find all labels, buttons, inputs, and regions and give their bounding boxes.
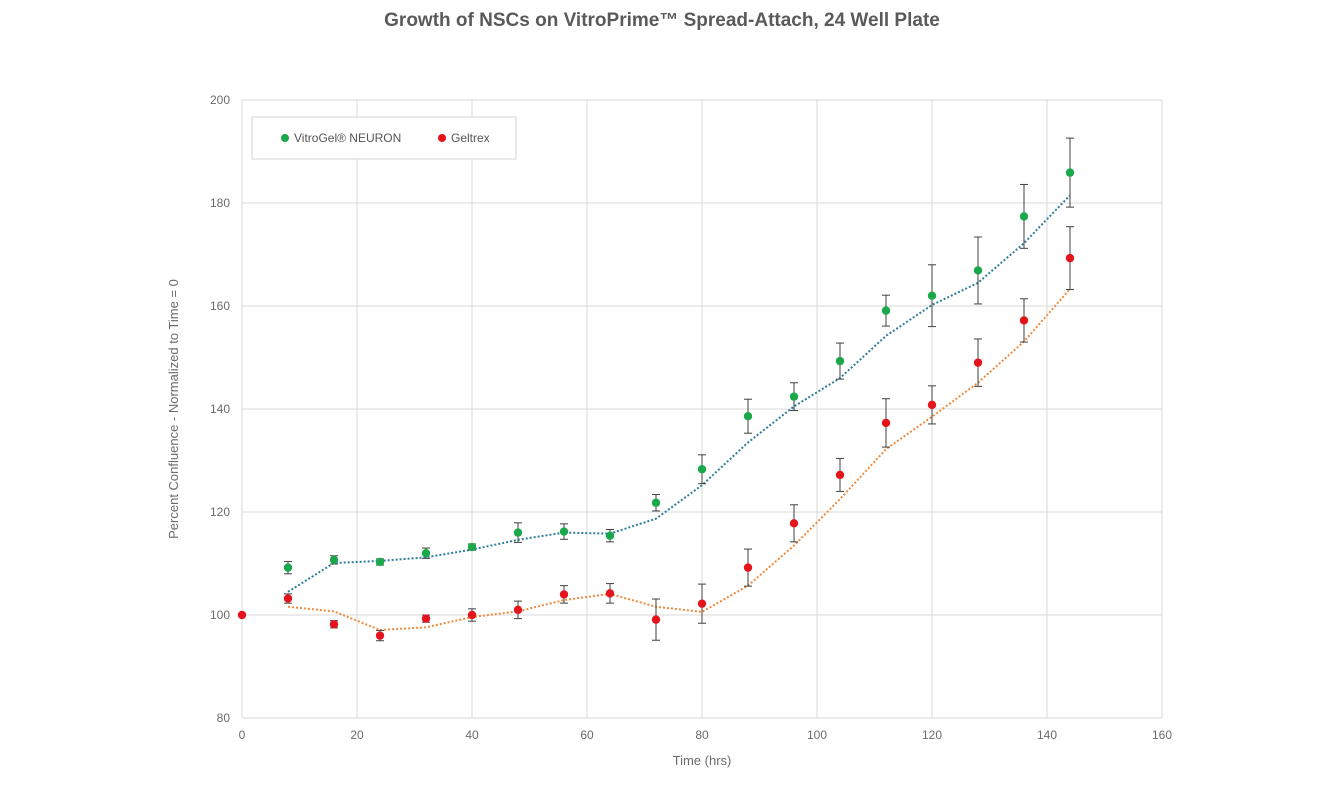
data-point-geltrex [835, 470, 845, 480]
data-point-vitrogel [375, 557, 385, 567]
trend-line-vitrogel [287, 194, 1071, 593]
legend-marker-geltrex [438, 134, 446, 142]
error-bars [284, 137, 1074, 642]
legend-marker-vitrogel [281, 134, 289, 142]
y-tick-label: 200 [210, 93, 230, 107]
data-point-geltrex [697, 599, 707, 608]
x-tick-label: 0 [239, 728, 246, 742]
legend-label-geltrex: Geltrex [451, 131, 490, 145]
data-point-vitrogel [927, 291, 937, 300]
data-point-geltrex [375, 631, 385, 640]
data-point-geltrex [927, 400, 937, 410]
x-tick-label: 160 [1152, 728, 1172, 742]
data-point-vitrogel [697, 465, 707, 474]
legend: VitroGel® NEURON Geltrex [251, 116, 517, 160]
x-tick-label: 60 [580, 728, 594, 742]
data-point-geltrex [559, 590, 569, 599]
x-tick-label: 100 [807, 728, 827, 742]
data-point-vitrogel [881, 306, 891, 315]
data-point-geltrex [651, 615, 661, 624]
trend-lines [287, 194, 1071, 631]
x-tick-label: 20 [350, 728, 364, 742]
x-tick-label: 40 [465, 728, 479, 742]
data-point-geltrex [329, 620, 339, 629]
x-tick-label: 140 [1037, 728, 1057, 742]
data-point-vitrogel [467, 542, 477, 552]
data-point-vitrogel [743, 412, 753, 421]
y-tick-label: 160 [210, 299, 230, 313]
data-point-geltrex [467, 610, 477, 620]
data-point-geltrex [789, 519, 799, 528]
legend-box [251, 116, 517, 160]
legend-label-vitrogel: VitroGel® NEURON [294, 131, 401, 145]
trend-line-geltrex [287, 288, 1071, 631]
y-tick-label: 140 [210, 402, 230, 416]
data-point-geltrex [743, 563, 753, 572]
data-point-vitrogel [605, 531, 615, 540]
tick-labels: 0 20 40 60 80 100 120 140 160 80 100 120 140 160 180 20… [210, 93, 1172, 742]
data-point-geltrex [513, 605, 523, 615]
data-points [237, 168, 1075, 640]
y-tick-label: 120 [210, 505, 230, 519]
data-point-vitrogel [1065, 168, 1075, 177]
y-axis-label: Percent Confluence - Normalized to Time … [166, 279, 181, 539]
data-point-geltrex [881, 418, 891, 428]
x-axis-label: Time (hrs) [673, 753, 732, 768]
y-tick-label: 100 [210, 608, 230, 622]
data-point-geltrex [1065, 253, 1075, 263]
chart-title: Growth of NSCs on VitroPrime™ Spread-Att… [384, 10, 940, 31]
data-point-vitrogel [513, 528, 523, 537]
y-tick-label: 80 [217, 711, 231, 725]
data-point-vitrogel [651, 498, 661, 507]
data-point-geltrex [421, 614, 431, 623]
data-point-geltrex [1019, 316, 1029, 325]
data-point-vitrogel [421, 549, 431, 558]
x-tick-label: 120 [922, 728, 942, 742]
y-tick-label: 180 [210, 196, 230, 210]
data-point-vitrogel [1019, 212, 1029, 221]
data-point-geltrex [237, 610, 247, 620]
grid [241, 99, 1163, 719]
x-tick-label: 80 [695, 728, 709, 742]
data-point-vitrogel [835, 356, 845, 366]
data-point-vitrogel [283, 563, 293, 572]
data-point-geltrex [973, 358, 983, 367]
data-point-vitrogel [973, 266, 983, 275]
data-point-vitrogel [329, 555, 339, 565]
data-point-vitrogel [789, 392, 799, 401]
data-point-geltrex [605, 589, 615, 598]
data-point-geltrex [283, 594, 293, 603]
data-point-vitrogel [559, 527, 569, 536]
